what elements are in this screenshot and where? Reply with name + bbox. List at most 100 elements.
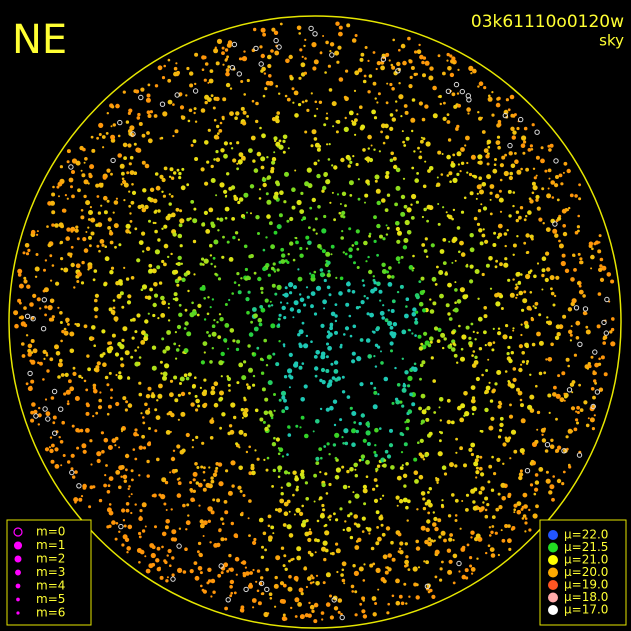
bright-star	[174, 92, 180, 98]
star	[161, 545, 164, 549]
star	[125, 229, 130, 234]
star	[88, 505, 92, 509]
star	[96, 451, 102, 457]
star	[215, 466, 219, 470]
star	[550, 342, 554, 347]
star	[354, 493, 360, 499]
star	[379, 234, 383, 239]
star	[469, 264, 474, 269]
star	[190, 200, 195, 204]
star	[278, 139, 282, 143]
star	[470, 536, 473, 539]
star	[374, 444, 377, 447]
star	[271, 117, 277, 122]
star	[399, 400, 403, 404]
star	[347, 514, 351, 518]
star	[271, 485, 274, 488]
star	[185, 94, 188, 97]
star	[240, 408, 244, 412]
star	[361, 609, 366, 614]
star	[52, 421, 56, 425]
star	[178, 171, 182, 176]
star	[422, 308, 427, 313]
star	[381, 464, 385, 467]
star	[261, 133, 266, 139]
bright-star	[45, 416, 51, 422]
star	[238, 465, 243, 471]
star	[400, 115, 403, 118]
star	[252, 606, 255, 609]
star	[483, 148, 489, 154]
star	[274, 575, 278, 580]
star	[148, 268, 153, 273]
star	[202, 535, 205, 537]
star	[215, 96, 220, 102]
star	[329, 42, 335, 47]
star	[210, 510, 215, 515]
star	[456, 124, 460, 129]
star	[395, 100, 398, 103]
star	[347, 289, 351, 293]
star	[213, 48, 219, 54]
star	[253, 168, 259, 173]
star	[184, 321, 189, 326]
star	[492, 168, 498, 174]
star	[275, 180, 280, 185]
star	[470, 488, 476, 494]
star	[349, 512, 353, 516]
star	[418, 43, 421, 47]
star	[389, 126, 394, 131]
star	[241, 56, 248, 62]
star	[178, 477, 181, 480]
star	[305, 519, 309, 523]
star	[460, 210, 465, 214]
star	[492, 327, 495, 330]
star	[226, 240, 230, 244]
star	[347, 164, 351, 168]
star	[454, 301, 457, 305]
star	[360, 454, 366, 459]
star	[498, 505, 503, 510]
star	[324, 523, 328, 527]
star	[118, 530, 121, 533]
star	[134, 428, 138, 432]
star	[518, 475, 523, 481]
star	[135, 89, 140, 94]
star	[520, 333, 523, 337]
star	[314, 366, 319, 371]
star	[288, 510, 291, 513]
star	[522, 298, 528, 304]
star	[47, 305, 53, 311]
star	[322, 185, 327, 191]
star	[141, 529, 146, 533]
star	[548, 177, 551, 180]
star	[45, 411, 51, 417]
star	[149, 187, 155, 192]
star	[333, 360, 339, 365]
star	[318, 100, 323, 105]
star	[364, 46, 368, 49]
star	[231, 484, 235, 488]
star	[390, 540, 394, 545]
star	[455, 437, 458, 441]
star	[489, 534, 492, 537]
star	[429, 340, 433, 344]
star	[404, 110, 409, 115]
star	[532, 167, 536, 170]
bright-star	[603, 330, 609, 336]
star	[230, 402, 236, 408]
star	[562, 314, 567, 319]
star	[484, 514, 489, 519]
star	[258, 197, 262, 200]
star	[166, 412, 170, 416]
star	[90, 231, 95, 236]
star	[491, 525, 495, 528]
star	[344, 326, 350, 331]
brightness-symbol	[548, 567, 558, 578]
star	[278, 92, 281, 95]
star	[324, 472, 328, 476]
star	[469, 556, 473, 560]
star	[295, 578, 299, 582]
star	[127, 143, 132, 148]
star	[460, 147, 465, 152]
